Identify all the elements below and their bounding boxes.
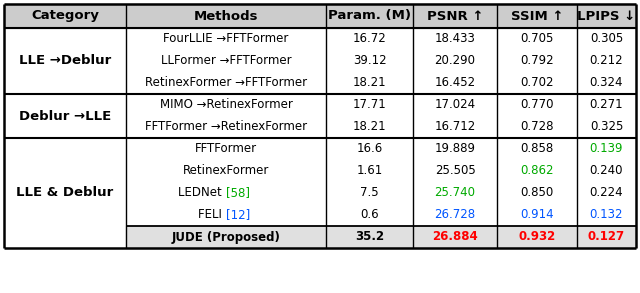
Text: 17.024: 17.024 <box>435 98 476 112</box>
Text: 0.770: 0.770 <box>520 98 554 112</box>
Text: LLFormer →FFTFormer: LLFormer →FFTFormer <box>161 54 291 67</box>
Text: RetinexFormer: RetinexFormer <box>183 164 269 178</box>
Text: FFTFormer →RetinexFormer: FFTFormer →RetinexFormer <box>145 120 307 134</box>
Text: 0.914: 0.914 <box>520 209 554 222</box>
Text: 16.452: 16.452 <box>435 76 476 89</box>
Text: 0.139: 0.139 <box>589 142 623 156</box>
Text: 0.728: 0.728 <box>520 120 554 134</box>
Text: 1.61: 1.61 <box>356 164 383 178</box>
Text: [12]: [12] <box>226 209 250 222</box>
Text: FourLLIE →FFTFormer: FourLLIE →FFTFormer <box>163 33 289 45</box>
Text: 0.792: 0.792 <box>520 54 554 67</box>
Text: 0.212: 0.212 <box>589 54 623 67</box>
Text: 0.705: 0.705 <box>520 33 554 45</box>
Text: 18.433: 18.433 <box>435 33 476 45</box>
Text: JUDE (Proposed): JUDE (Proposed) <box>172 231 280 243</box>
Text: 39.12: 39.12 <box>353 54 387 67</box>
Text: 18.21: 18.21 <box>353 76 387 89</box>
Text: 26.884: 26.884 <box>432 231 478 243</box>
Text: [58]: [58] <box>226 187 250 200</box>
Text: 0.932: 0.932 <box>518 231 556 243</box>
Text: 35.2: 35.2 <box>355 231 384 243</box>
Text: Deblur →LLE: Deblur →LLE <box>19 110 111 122</box>
Text: Methods: Methods <box>194 9 259 23</box>
Text: 0.271: 0.271 <box>589 98 623 112</box>
Text: LLE →Deblur: LLE →Deblur <box>19 54 111 67</box>
Text: SSIM ↑: SSIM ↑ <box>511 9 563 23</box>
Text: 20.290: 20.290 <box>435 54 476 67</box>
Text: MIMO →RetinexFormer: MIMO →RetinexFormer <box>159 98 292 112</box>
Text: 16.72: 16.72 <box>353 33 387 45</box>
Text: Param. (M): Param. (M) <box>328 9 411 23</box>
Text: LPIPS ↓: LPIPS ↓ <box>577 9 636 23</box>
Text: 19.889: 19.889 <box>435 142 476 156</box>
Text: FELI: FELI <box>198 209 226 222</box>
Text: 0.132: 0.132 <box>589 209 623 222</box>
Text: 0.127: 0.127 <box>588 231 625 243</box>
Text: 0.240: 0.240 <box>589 164 623 178</box>
Text: 7.5: 7.5 <box>360 187 379 200</box>
Text: 0.324: 0.324 <box>589 76 623 89</box>
Text: 0.862: 0.862 <box>520 164 554 178</box>
Text: LEDNet: LEDNet <box>179 187 226 200</box>
Text: 0.224: 0.224 <box>589 187 623 200</box>
Text: 25.740: 25.740 <box>435 187 476 200</box>
Text: Category: Category <box>31 9 99 23</box>
Text: 25.505: 25.505 <box>435 164 476 178</box>
Text: 0.702: 0.702 <box>520 76 554 89</box>
Text: 0.858: 0.858 <box>520 142 554 156</box>
Text: PSNR ↑: PSNR ↑ <box>427 9 483 23</box>
Text: 26.728: 26.728 <box>435 209 476 222</box>
Text: 0.850: 0.850 <box>520 187 554 200</box>
Text: 0.6: 0.6 <box>360 209 379 222</box>
Text: LLE & Deblur: LLE & Deblur <box>17 187 114 200</box>
Text: 18.21: 18.21 <box>353 120 387 134</box>
Text: FFTFormer: FFTFormer <box>195 142 257 156</box>
Text: RetinexFormer →FFTFormer: RetinexFormer →FFTFormer <box>145 76 307 89</box>
Text: 17.71: 17.71 <box>353 98 387 112</box>
Text: 16.712: 16.712 <box>435 120 476 134</box>
Text: 0.325: 0.325 <box>590 120 623 134</box>
Text: 0.305: 0.305 <box>590 33 623 45</box>
Text: 16.6: 16.6 <box>356 142 383 156</box>
